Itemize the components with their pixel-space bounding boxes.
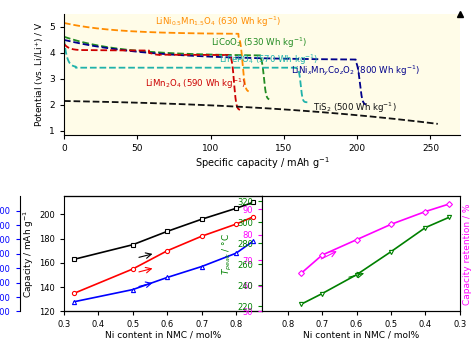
Text: LiCoO$_2$ (530 Wh kg$^{-1}$): LiCoO$_2$ (530 Wh kg$^{-1}$) bbox=[210, 35, 306, 50]
Y-axis label: Capacity retention / %: Capacity retention / % bbox=[463, 203, 472, 304]
Y-axis label: $\sigma_e$ / S cm$^{-1}$: $\sigma_e$ / S cm$^{-1}$ bbox=[295, 228, 309, 280]
X-axis label: Specific capacity / mAh g$^{-1}$: Specific capacity / mAh g$^{-1}$ bbox=[194, 156, 329, 171]
X-axis label: Ni content in NMC / mol%: Ni content in NMC / mol% bbox=[105, 331, 221, 340]
Text: LiNi$_{0.5}$Mn$_{1.5}$O$_4$ (630 Wh kg$^{-1}$): LiNi$_{0.5}$Mn$_{1.5}$O$_4$ (630 Wh kg$^… bbox=[155, 15, 281, 29]
Text: LiNi$_x$Mn$_y$Co$_z$O$_2$ (800 Wh kg$^{-1}$): LiNi$_x$Mn$_y$Co$_z$O$_2$ (800 Wh kg$^{-… bbox=[291, 64, 420, 78]
Text: TiS$_2$ (500 Wh kg$^{-1}$): TiS$_2$ (500 Wh kg$^{-1}$) bbox=[313, 100, 397, 115]
Y-axis label: $T_{peak}$ / °C: $T_{peak}$ / °C bbox=[221, 233, 234, 275]
Y-axis label: Capacity / mAh g$^{-1}$: Capacity / mAh g$^{-1}$ bbox=[22, 210, 36, 298]
Y-axis label: Potential (vs. Li/Li$^{+}$) / V: Potential (vs. Li/Li$^{+}$) / V bbox=[34, 21, 46, 127]
Text: LiMn$_2$O$_4$ (590 Wh kg$^{-1}$): LiMn$_2$O$_4$ (590 Wh kg$^{-1}$) bbox=[145, 77, 246, 91]
X-axis label: Ni content in NMC / mol%: Ni content in NMC / mol% bbox=[303, 331, 419, 340]
Text: LiFePO$_4$ (570 Wh kg$^{-1}$): LiFePO$_4$ (570 Wh kg$^{-1}$) bbox=[219, 53, 319, 67]
